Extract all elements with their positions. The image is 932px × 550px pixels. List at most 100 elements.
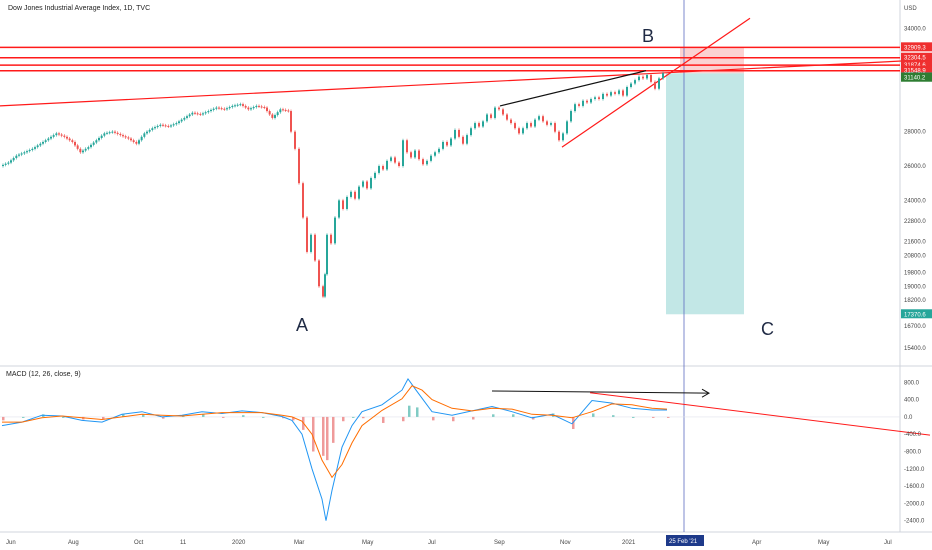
- candle-up: [646, 74, 648, 79]
- candle-down: [518, 128, 520, 134]
- candle-down: [446, 141, 448, 146]
- macd-hist-up: [492, 414, 495, 417]
- candle-up: [140, 136, 143, 141]
- candle-up: [350, 191, 352, 197]
- candle-down: [422, 159, 424, 165]
- candle-down: [284, 109, 287, 111]
- price-tick-label: 16700.0: [904, 324, 926, 330]
- candle-down: [63, 135, 66, 137]
- macd-hist-down: [312, 416, 315, 452]
- x-tick-label: Aug: [68, 540, 79, 546]
- x-tick-label: 2020: [232, 540, 246, 546]
- candle-up: [10, 160, 12, 163]
- candle-up: [482, 121, 484, 127]
- candle-up: [374, 172, 376, 179]
- candle-up: [47, 138, 50, 141]
- macd-hist-down: [362, 416, 365, 419]
- candle-up: [255, 105, 258, 108]
- candle-down: [263, 107, 266, 109]
- price-tick-label: 21600.0: [904, 240, 926, 246]
- date-marker-badge: [666, 535, 704, 546]
- macd-hist-up: [352, 416, 355, 418]
- candle-up: [486, 114, 488, 122]
- candle-up: [108, 132, 111, 134]
- candle-down: [220, 108, 223, 110]
- candle-up: [178, 121, 180, 124]
- trendlines-layer: [0, 0, 932, 532]
- candle-up: [100, 135, 103, 138]
- candle-down: [116, 132, 119, 134]
- candle-up: [170, 125, 172, 127]
- candle-down: [127, 137, 130, 139]
- candle-up: [522, 128, 524, 134]
- candle-down: [196, 113, 199, 115]
- candle-down: [622, 90, 624, 96]
- candle-up: [146, 131, 148, 134]
- badges-layer: 32909.332304.531874.631548.931157.031140…: [901, 42, 932, 319]
- price-badge-text: 32304.5: [904, 56, 926, 62]
- candle-down: [546, 121, 548, 125]
- candle-up: [106, 132, 108, 134]
- macd-hist-up: [182, 416, 185, 418]
- candle-up: [338, 200, 340, 218]
- x-tick-label: Nov: [560, 540, 571, 546]
- candle-down: [266, 107, 268, 112]
- candle-up: [346, 196, 348, 209]
- candle-up: [538, 116, 540, 120]
- candle-up: [466, 135, 468, 144]
- price-tick-label: 22800.0: [904, 219, 926, 225]
- macd-hist-down: [282, 416, 285, 419]
- candle-down: [194, 112, 196, 114]
- price-tick-label: 19800.0: [904, 271, 926, 277]
- candle-down: [282, 109, 284, 111]
- candle-down: [218, 107, 220, 109]
- candle-up: [92, 142, 95, 145]
- candle-down: [74, 141, 76, 146]
- x-tick-label: Mar: [294, 540, 304, 546]
- candle-down: [271, 114, 274, 118]
- macd-hist-up: [202, 414, 205, 417]
- candle-up: [143, 133, 146, 137]
- candle-down: [330, 234, 332, 244]
- candle-up: [26, 151, 28, 153]
- candle-down: [268, 111, 271, 115]
- candle-down: [498, 107, 500, 110]
- candle-down: [490, 114, 492, 118]
- price-badge-text: 17370.6: [904, 312, 926, 318]
- macd-divergence-arrow: [491, 390, 709, 394]
- candle-up: [454, 129, 456, 139]
- candle-up: [414, 150, 416, 158]
- candle-down: [322, 286, 324, 297]
- candle-up: [36, 145, 39, 148]
- macd-red-trendline: [589, 392, 931, 436]
- price-badge-text: 31140.2: [904, 76, 926, 82]
- macd-hist-up: [612, 415, 615, 417]
- chart-title: Dow Jones Industrial Average Index, 1D, …: [8, 5, 150, 12]
- candle-up: [7, 162, 10, 164]
- candle-up: [212, 108, 215, 110]
- candle-up: [610, 92, 612, 96]
- x-tick-label: 11: [180, 540, 187, 546]
- candle-up: [426, 160, 428, 165]
- candle-up: [207, 111, 210, 113]
- candle-up: [52, 135, 55, 137]
- candle-up: [658, 78, 660, 89]
- wave-c-label: C: [761, 319, 774, 339]
- candle-down: [71, 140, 74, 142]
- price-tick-label: 18200.0: [904, 298, 926, 304]
- candle-down: [258, 105, 260, 107]
- candle-up: [626, 87, 628, 96]
- candle-up: [191, 112, 194, 115]
- candle-down: [458, 129, 460, 137]
- macd-hist-down: [2, 416, 5, 421]
- macd-tick-label: -1200.0: [904, 467, 925, 473]
- long-trendline: [0, 58, 932, 107]
- candle-up: [87, 147, 90, 149]
- candle-up: [28, 149, 31, 152]
- candle-down: [68, 138, 71, 141]
- price-badge: [901, 309, 932, 319]
- candle-down: [223, 108, 226, 110]
- candle-up: [82, 150, 84, 153]
